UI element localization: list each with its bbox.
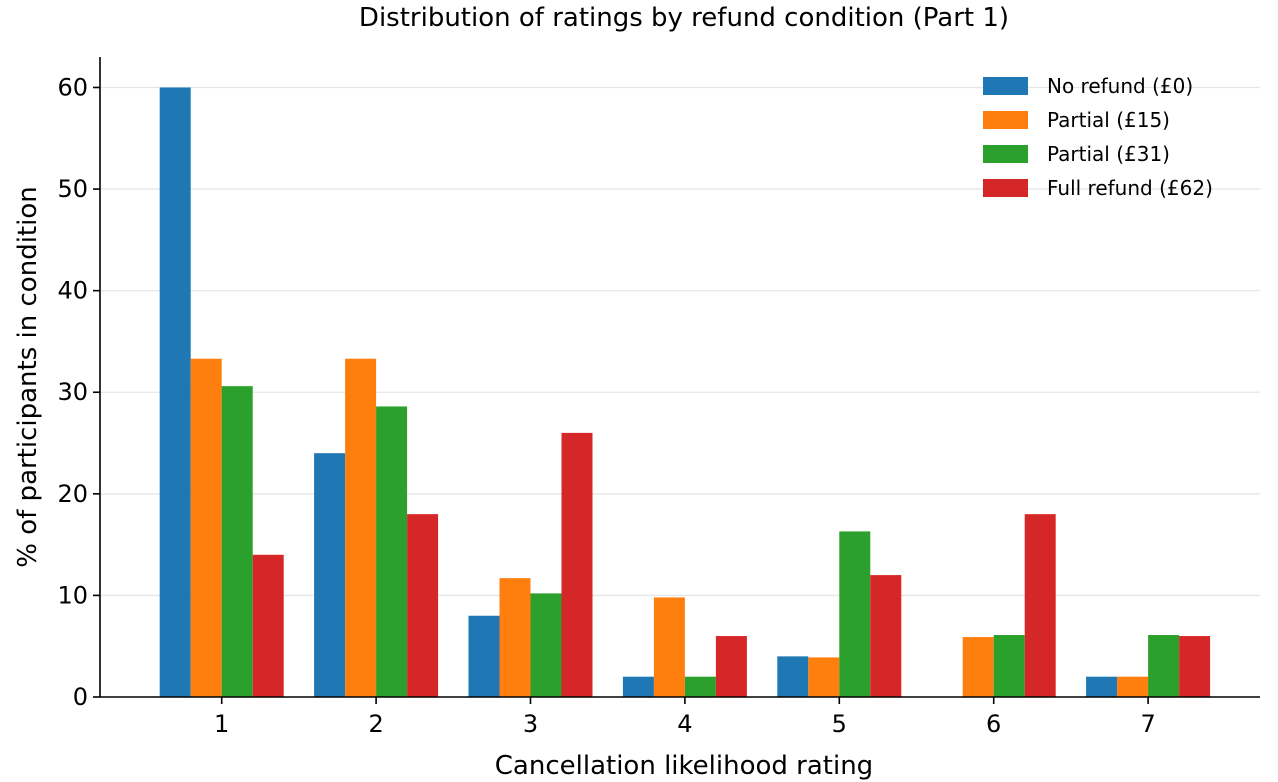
bar-2-rating-3	[499, 578, 531, 697]
grid-lines	[100, 86, 1260, 597]
bar-2-rating-7	[1117, 676, 1149, 697]
x-tick-label: 1	[214, 710, 229, 738]
legend-swatch	[983, 111, 1028, 129]
bars	[159, 87, 1211, 697]
bar-2-rating-5	[808, 657, 840, 697]
x-tick-label: 3	[523, 710, 538, 738]
bar-4-rating-2	[407, 514, 439, 697]
bar-1-rating-1	[159, 87, 191, 697]
bar-2-rating-1	[190, 358, 222, 697]
x-tick-label: 2	[368, 710, 383, 738]
bar-2-rating-4	[653, 597, 685, 697]
bar-3-rating-5	[839, 531, 871, 697]
legend-swatch	[983, 145, 1028, 163]
legend-label: Partial (£15)	[1047, 108, 1170, 132]
bar-1-rating-3	[468, 615, 500, 697]
bar-4-rating-7	[1179, 636, 1211, 697]
bar-4-rating-6	[1024, 514, 1056, 697]
y-tick-label: 50	[57, 175, 88, 203]
bar-3-rating-6	[993, 635, 1025, 697]
bar-4-rating-1	[252, 554, 284, 697]
y-tick-label: 10	[57, 581, 88, 609]
bar-1-rating-2	[314, 453, 346, 697]
bar-4-rating-4	[715, 636, 747, 697]
bar-4-rating-5	[870, 575, 902, 697]
x-axis-ticks: 1 2 3 4 5 6 7	[214, 697, 1156, 738]
x-tick-label: 4	[677, 710, 692, 738]
legend-label: Partial (£31)	[1047, 142, 1170, 166]
bar-1-rating-7	[1086, 676, 1118, 697]
y-tick-label: 30	[57, 378, 88, 406]
bar-3-rating-2	[376, 406, 408, 697]
bar-1-rating-5	[777, 656, 809, 697]
bar-3-rating-4	[684, 676, 716, 697]
axes	[99, 57, 1260, 698]
x-tick-label: 5	[832, 710, 847, 738]
x-tick-label: 6	[986, 710, 1001, 738]
chart-title: Distribution of ratings by refund condit…	[359, 3, 1009, 33]
x-tick-label: 7	[1140, 710, 1155, 738]
y-axis-label: % of participants in condition	[13, 186, 43, 567]
legend-label: Full refund (£62)	[1047, 176, 1213, 200]
y-tick-label: 40	[57, 277, 88, 305]
legend: No refund (£0) Partial (£15) Partial (£31)…	[983, 74, 1213, 200]
legend-label: No refund (£0)	[1047, 74, 1193, 98]
bar-3-rating-7	[1148, 635, 1180, 697]
legend-swatch	[983, 77, 1028, 95]
bar-2-rating-6	[962, 637, 994, 697]
bar-3-rating-3	[530, 593, 562, 697]
x-axis-label: Cancellation likelihood rating	[495, 751, 873, 781]
y-tick-label: 0	[73, 683, 88, 711]
bar-4-rating-3	[561, 432, 593, 697]
bar-1-rating-4	[622, 676, 654, 697]
y-tick-label: 20	[57, 480, 88, 508]
y-tick-label: 60	[57, 73, 88, 101]
y-axis-ticks: 0 10 20 30 40 50 60	[57, 73, 100, 711]
legend-swatch	[983, 179, 1028, 197]
bar-2-rating-2	[345, 358, 377, 697]
bar-3-rating-1	[221, 386, 253, 697]
